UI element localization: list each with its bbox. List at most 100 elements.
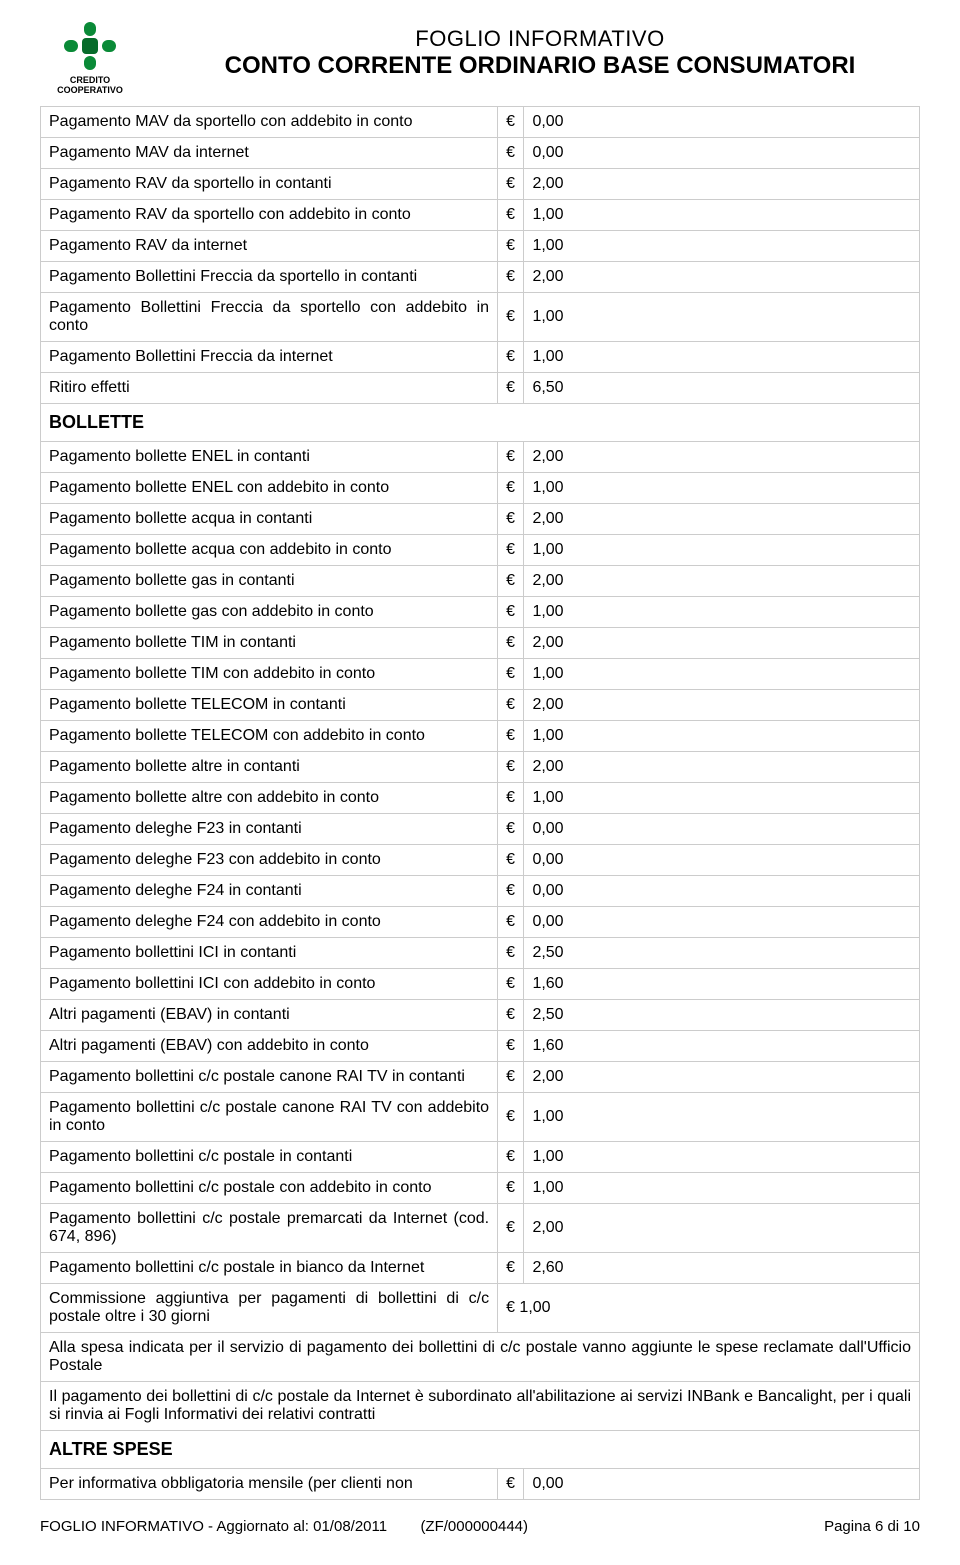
fee-label: Commissione aggiuntiva per pagamenti di … bbox=[41, 1283, 498, 1332]
fee-value: 0,00 bbox=[524, 906, 920, 937]
fee-value: 1,00 bbox=[524, 472, 920, 503]
currency-symbol: € bbox=[498, 341, 524, 372]
fee-label: Pagamento bollette ENEL con addebito in … bbox=[41, 472, 498, 503]
note-row: Alla spesa indicata per il servizio di p… bbox=[41, 1332, 920, 1381]
currency-symbol: € bbox=[498, 137, 524, 168]
fee-label: Pagamento bollette TELECOM in contanti bbox=[41, 689, 498, 720]
currency-symbol: € bbox=[498, 230, 524, 261]
fee-value: 1,00 bbox=[524, 534, 920, 565]
currency-symbol: € bbox=[498, 372, 524, 403]
table-row: Pagamento bollette altre con addebito in… bbox=[41, 782, 920, 813]
fee-value: 1,00 bbox=[524, 199, 920, 230]
table-row: Pagamento deleghe F24 con addebito in co… bbox=[41, 906, 920, 937]
table-row: Pagamento MAV da internet€0,00 bbox=[41, 137, 920, 168]
table-row: Pagamento bollettini c/c postale premarc… bbox=[41, 1203, 920, 1252]
document-header: CREDITO COOPERATIVO FOGLIO INFORMATIVO C… bbox=[40, 20, 920, 96]
currency-symbol: € bbox=[498, 503, 524, 534]
table-row: Pagamento deleghe F23 in contanti€0,00 bbox=[41, 813, 920, 844]
fee-label: Pagamento bollettini ICI in contanti bbox=[41, 937, 498, 968]
fee-value: 2,00 bbox=[524, 503, 920, 534]
table-row: Pagamento Bollettini Freccia da sportell… bbox=[41, 261, 920, 292]
fee-value: 1,00 bbox=[524, 292, 920, 341]
fee-value: 2,00 bbox=[524, 565, 920, 596]
currency-symbol: € bbox=[498, 627, 524, 658]
fee-label: Pagamento bollettini c/c postale canone … bbox=[41, 1092, 498, 1141]
fee-label: Pagamento bollettini ICI con addebito in… bbox=[41, 968, 498, 999]
fee-label: Pagamento deleghe F23 in contanti bbox=[41, 813, 498, 844]
currency-symbol: € bbox=[498, 596, 524, 627]
fee-table: Pagamento MAV da sportello con addebito … bbox=[40, 106, 920, 1500]
logo-block: CREDITO COOPERATIVO bbox=[40, 20, 140, 96]
title-line2: CONTO CORRENTE ORDINARIO BASE CONSUMATOR… bbox=[160, 52, 920, 81]
fee-value: 2,00 bbox=[524, 168, 920, 199]
fee-label: Altri pagamenti (EBAV) in contanti bbox=[41, 999, 498, 1030]
currency-symbol: € bbox=[498, 1092, 524, 1141]
title-block: FOGLIO INFORMATIVO CONTO CORRENTE ORDINA… bbox=[160, 20, 920, 81]
table-row: Pagamento bollettini ICI in contanti€2,5… bbox=[41, 937, 920, 968]
fee-label: Pagamento RAV da sportello con addebito … bbox=[41, 199, 498, 230]
table-row: Pagamento bollette acqua in contanti€2,0… bbox=[41, 503, 920, 534]
fee-label: Per informativa obbligatoria mensile (pe… bbox=[41, 1468, 498, 1499]
table-row: Pagamento bollette gas in contanti€2,00 bbox=[41, 565, 920, 596]
fee-value: 2,00 bbox=[524, 441, 920, 472]
fee-label: Pagamento RAV da sportello in contanti bbox=[41, 168, 498, 199]
fee-label: Pagamento RAV da internet bbox=[41, 230, 498, 261]
currency-symbol: € bbox=[498, 1141, 524, 1172]
fee-value: € 1,00 bbox=[498, 1283, 920, 1332]
fee-value: 1,60 bbox=[524, 1030, 920, 1061]
fee-label: Pagamento bollette acqua in contanti bbox=[41, 503, 498, 534]
currency-symbol: € bbox=[498, 968, 524, 999]
currency-symbol: € bbox=[498, 472, 524, 503]
fee-label: Pagamento bollette acqua con addebito in… bbox=[41, 534, 498, 565]
currency-symbol: € bbox=[498, 813, 524, 844]
fee-value: 6,50 bbox=[524, 372, 920, 403]
table-row: Pagamento RAV da sportello in contanti€2… bbox=[41, 168, 920, 199]
table-row: Pagamento Bollettini Freccia da internet… bbox=[41, 341, 920, 372]
table-row: Pagamento bollette TIM in contanti€2,00 bbox=[41, 627, 920, 658]
fee-label: Pagamento bollette altre con addebito in… bbox=[41, 782, 498, 813]
table-row: Per informativa obbligatoria mensile (pe… bbox=[41, 1468, 920, 1499]
table-row: Pagamento Bollettini Freccia da sportell… bbox=[41, 292, 920, 341]
currency-symbol: € bbox=[498, 441, 524, 472]
fee-label: Pagamento bollette altre in contanti bbox=[41, 751, 498, 782]
currency-symbol: € bbox=[498, 1468, 524, 1499]
fee-label: Pagamento Bollettini Freccia da internet bbox=[41, 341, 498, 372]
fee-value: 0,00 bbox=[524, 137, 920, 168]
section-heading: ALTRE SPESE bbox=[41, 1430, 920, 1468]
fee-value: 1,00 bbox=[524, 1092, 920, 1141]
logo-text-line2: COOPERATIVO bbox=[40, 86, 140, 96]
section-heading: BOLLETTE bbox=[41, 403, 920, 441]
footer-right: Pagina 6 di 10 bbox=[824, 1518, 920, 1535]
currency-symbol: € bbox=[498, 261, 524, 292]
fee-label: Pagamento bollette gas in contanti bbox=[41, 565, 498, 596]
note-row: Il pagamento dei bollettini di c/c posta… bbox=[41, 1381, 920, 1430]
fee-value: 1,00 bbox=[524, 596, 920, 627]
fee-label: Pagamento bollettini c/c postale canone … bbox=[41, 1061, 498, 1092]
credito-cooperativo-logo-icon bbox=[60, 20, 120, 72]
currency-symbol: € bbox=[498, 937, 524, 968]
table-row: Ritiro effetti€6,50 bbox=[41, 372, 920, 403]
fee-value: 0,00 bbox=[524, 106, 920, 137]
currency-symbol: € bbox=[498, 751, 524, 782]
table-row: Pagamento bollettini c/c postale canone … bbox=[41, 1061, 920, 1092]
table-row: Pagamento bollette ENEL in contanti€2,00 bbox=[41, 441, 920, 472]
currency-symbol: € bbox=[498, 565, 524, 596]
table-row: Pagamento bollettini ICI con addebito in… bbox=[41, 968, 920, 999]
fee-label: Pagamento MAV da sportello con addebito … bbox=[41, 106, 498, 137]
fee-value: 2,00 bbox=[524, 689, 920, 720]
fee-value: 1,00 bbox=[524, 1172, 920, 1203]
table-row: Pagamento bollette TELECOM con addebito … bbox=[41, 720, 920, 751]
fee-value: 2,00 bbox=[524, 1061, 920, 1092]
fee-label: Pagamento bollette ENEL in contanti bbox=[41, 441, 498, 472]
table-row: Pagamento bollette gas con addebito in c… bbox=[41, 596, 920, 627]
fee-label: Pagamento bollette TIM in contanti bbox=[41, 627, 498, 658]
table-row: Pagamento bollette altre in contanti€2,0… bbox=[41, 751, 920, 782]
fee-value: 1,60 bbox=[524, 968, 920, 999]
fee-label: Pagamento bollette gas con addebito in c… bbox=[41, 596, 498, 627]
fee-label: Pagamento bollettini c/c postale in cont… bbox=[41, 1141, 498, 1172]
fee-label: Pagamento deleghe F24 con addebito in co… bbox=[41, 906, 498, 937]
fee-label: Pagamento Bollettini Freccia da sportell… bbox=[41, 292, 498, 341]
title-line1: FOGLIO INFORMATIVO bbox=[160, 26, 920, 52]
table-row: Pagamento RAV da internet€1,00 bbox=[41, 230, 920, 261]
fee-label: Pagamento bollettini c/c postale premarc… bbox=[41, 1203, 498, 1252]
